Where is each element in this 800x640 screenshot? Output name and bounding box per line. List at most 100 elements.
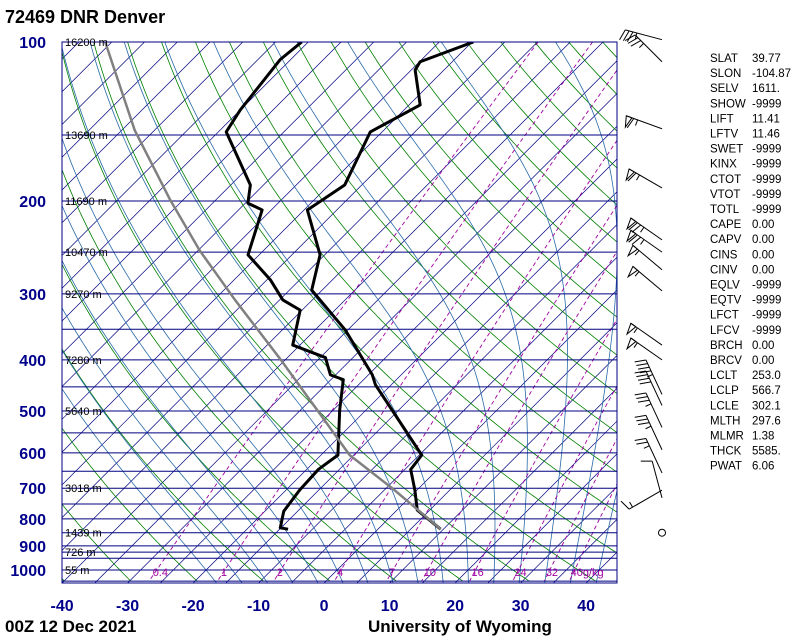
index-name: PWAT [710,461,742,473]
isotherm-line [0,42,14,583]
temperature-trace [305,42,474,531]
isotherm-line [389,355,617,583]
height-label: 3018 m [65,483,102,495]
wind-barb-full [619,29,626,40]
mixing-ratio-label: 10 [424,567,436,579]
height-label: 16200 m [65,37,108,49]
mixing-ratio-line [386,204,617,582]
index-name: KINX [710,159,737,171]
isotherm-line [160,125,617,583]
wind-barb-full [634,392,647,396]
index-value: 302.1 [752,400,781,412]
index-name: LFTV [710,129,738,141]
index-value: -9999 [752,280,781,292]
mixing-ratio-line [543,437,617,582]
index-value: 11.46 [752,129,780,141]
temperature-tick-label: 0 [320,598,329,615]
wind-barb-staff [645,359,663,395]
pressure-tick-label: 100 [19,35,46,52]
stability-indices: SLAT 39.77 SLON -104.87 SELV 1611. SHOW -9999 LI… [710,53,791,473]
height-label: 13690 m [65,130,108,142]
isotherm-line [62,42,440,420]
wind-barb [626,244,663,271]
dry-adiabat-line [62,263,331,582]
wind-barb-full [631,236,642,245]
index-name: MLTH [710,415,740,427]
wind-barb-flag [625,322,637,336]
moist-adiabat-line [62,45,369,583]
wind-barb-half [629,501,633,508]
wind-barb-half [645,403,652,407]
isotherm-line [62,42,538,519]
isotherm-line [62,42,145,126]
mixing-ratio-line [512,384,617,582]
wind-barb-full [639,370,652,374]
wind-barb [640,460,663,498]
moist-adiabat-line [62,259,294,583]
temperature-tick-label: -30 [116,598,139,615]
isotherm-line [62,42,112,93]
wind-barb [625,322,663,346]
index-value: 297.6 [752,415,781,427]
index-name: BRCH [710,340,743,352]
pressure-tick-label: 1000 [10,563,46,580]
wind-barb [620,489,663,510]
isotherm-line [422,387,617,583]
temperature-tick-label: -40 [51,598,74,615]
index-value: 0.00 [752,264,774,276]
mixing-ratio-label: 7 [389,567,395,579]
wind-barb-half [634,250,640,256]
dry-adiabat-line [398,42,617,280]
height-label: 1439 m [65,528,102,540]
height-label: 11690 m [65,196,107,208]
wind-barb-full [626,118,635,129]
wind-barb-full [637,399,650,403]
wind-barb-staff [645,392,663,428]
dry-adiabat-line [62,577,65,582]
wind-barb-full [627,37,639,44]
dewpoint-trace [224,42,345,531]
dry-adiabat-line [62,503,132,582]
wind-barb-staff [634,34,663,63]
dry-adiabat-line [364,42,617,318]
pressure-tick-label: 800 [19,512,46,529]
mixing-ratio-line [273,69,617,582]
index-value: 39.77 [752,53,781,65]
pressure-tick-label: 600 [19,446,46,463]
wind-barb-half [640,226,645,233]
height-label: 726 m [65,547,96,559]
dry-adiabat-line [62,168,397,582]
wind-barb [634,392,663,428]
index-name: THCK [710,446,742,458]
mixing-ratio-line [333,139,617,582]
wind-barb-half [633,327,638,334]
index-value: -104.87 [752,68,791,80]
wind-barb-half [636,174,640,181]
wind-barb-full [636,441,648,445]
isotherm-line [127,93,617,583]
index-value: 0.00 [752,355,774,367]
wind-barb-half [645,425,652,430]
wind-barb-full [637,366,650,370]
wind-barb-full [636,363,648,367]
index-value: 1.38 [752,431,774,443]
wind-barb-half [635,119,639,126]
wind-barb-full [637,377,650,381]
wind-barb [619,29,663,43]
index-name: LCLP [710,385,739,397]
isotherm-line [62,42,407,388]
wind-barb-full [631,224,642,233]
index-value: 6.06 [752,461,774,473]
index-name: LFCV [710,325,740,337]
wind-barb-staff [628,489,663,510]
index-value: 0.00 [752,340,774,352]
dry-adiabat-line [229,42,617,473]
temperature-tick-label: 10 [381,598,399,615]
temperature-tick-label: 20 [446,598,464,615]
wind-barb-flag [626,244,639,258]
temperature-tick-label: 30 [512,598,530,615]
isotherm-line [62,42,243,224]
index-value: 1611. [752,83,780,95]
mixing-ratio-label: 16 [472,567,484,579]
